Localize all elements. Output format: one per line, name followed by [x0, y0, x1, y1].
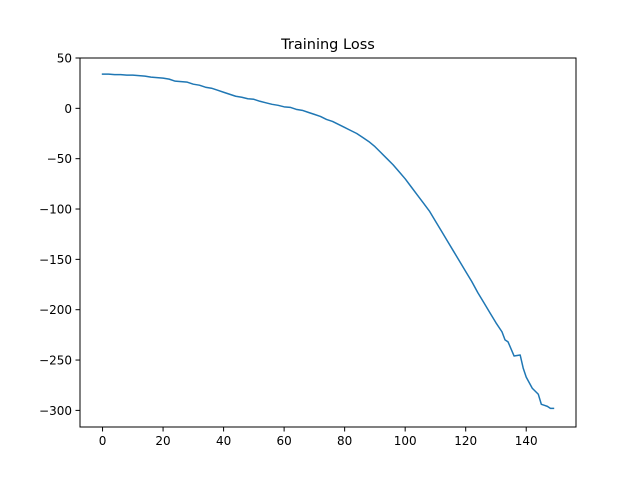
series-line [101, 73, 555, 410]
x-tick-label: 20 [155, 434, 170, 448]
x-tick-label: 80 [337, 434, 352, 448]
y-tick-label: 0 [64, 102, 72, 116]
y-tick-label: −100 [39, 203, 72, 217]
x-tick-label: 120 [454, 434, 477, 448]
plot-area: 0 20 40 60 80 100 120 140 −300 −250 −200 −150 −100 −5… [39, 52, 555, 448]
x-tick-label: 40 [216, 434, 231, 448]
y-tick-label: −150 [39, 253, 72, 267]
y-tick-label: −200 [39, 303, 72, 317]
y-tick-label: 50 [57, 52, 72, 66]
y-tick-label: −250 [39, 354, 72, 368]
plot-frame [79, 57, 577, 428]
x-tick-label: 140 [515, 434, 538, 448]
x-tick-label: 100 [394, 434, 417, 448]
y-tick-label: −50 [47, 152, 72, 166]
chart-title: Training Loss [280, 37, 375, 53]
x-tick-label: 0 [99, 434, 107, 448]
x-tick-label: 60 [276, 434, 291, 448]
y-tick-label: −300 [39, 404, 72, 418]
